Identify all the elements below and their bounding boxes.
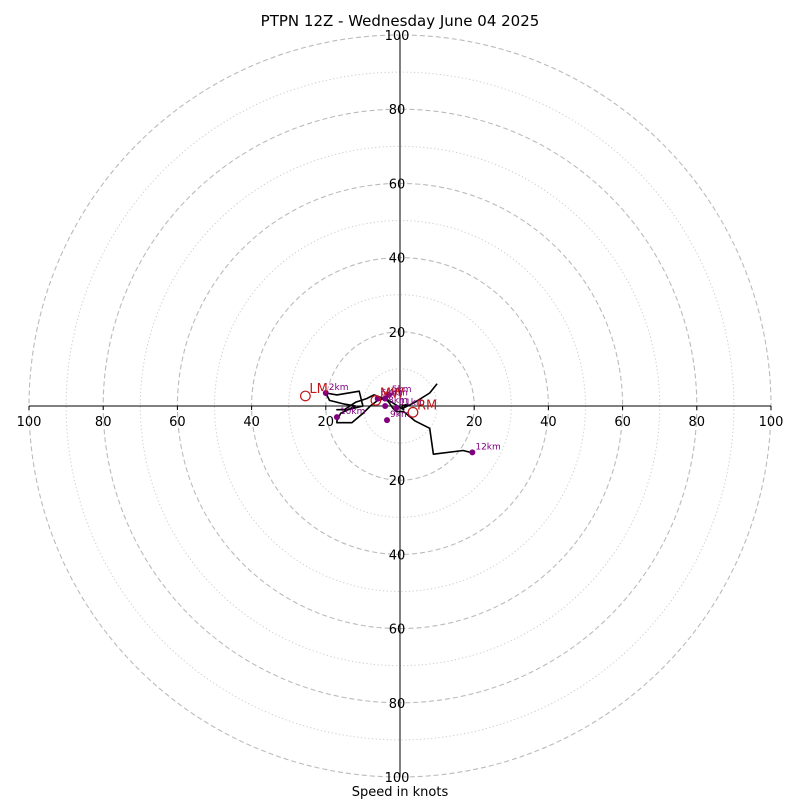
x-tick-label: 80 (689, 415, 706, 430)
y-tick-label: 40 (389, 252, 406, 267)
height-marker-12km (469, 449, 476, 456)
height-marker-11km (393, 404, 400, 411)
x-tick-label: 100 (17, 415, 42, 430)
height-marker-4km (382, 395, 389, 402)
height-label-9km: 9km (390, 410, 410, 420)
y-tick-label: 20 (389, 474, 406, 489)
y-tick-label: 40 (389, 548, 406, 563)
x-tick-label: 60 (614, 415, 631, 430)
y-tick-label: 80 (389, 697, 406, 712)
x-tick-label: 100 (759, 415, 784, 430)
x-tick-label: 20 (318, 415, 335, 430)
storm-motion-mw-marker (370, 395, 382, 406)
x-tick-label: 40 (540, 415, 557, 430)
storm-motion-rm-label: RM (417, 398, 437, 413)
axes (29, 35, 771, 777)
y-tick-label: 60 (389, 177, 406, 192)
height-marker-10km (333, 414, 340, 421)
storm-motion-lm-label: LM (309, 382, 327, 397)
x-tick-label: 60 (169, 415, 186, 430)
storm-motion-rm-marker (407, 406, 419, 418)
hodograph-trace (324, 383, 471, 456)
y-tick-label: 100 (385, 29, 410, 44)
height-label-10km: 10km (340, 407, 365, 417)
y-tick-label: 100 (385, 771, 410, 786)
height-label-11km: 11km (399, 398, 424, 408)
height-label-5km: 5km (392, 385, 412, 395)
storm-motion-lm-marker (299, 390, 311, 402)
y-tick-label: 20 (389, 326, 406, 341)
height-label-2km: 2km (329, 383, 349, 393)
height-marker-9km (384, 417, 391, 424)
tick-labels: 100 100 80 80 60 60 40 40 20 20 20 20 40 40 60 60 80 80 10… (17, 29, 784, 786)
x-tick-label: 80 (95, 415, 112, 430)
height-marker-5km (385, 391, 392, 398)
hodograph-line (324, 383, 471, 456)
y-tick-label: 60 (389, 623, 406, 638)
storm-motion-markers: LM RM MW (299, 382, 437, 418)
height-marker-8km (382, 403, 389, 409)
x-tick-label: 40 (243, 415, 260, 430)
height-label-8km: 8km (388, 396, 408, 406)
chart-title: PTPN 12Z - Wednesday June 04 2025 (260, 12, 540, 30)
storm-motion-mw-label: MW (380, 386, 404, 401)
height-label-12km: 12km (475, 442, 500, 452)
x-tick-label: 20 (466, 415, 483, 430)
height-label-6km: 6km (381, 389, 401, 399)
x-axis-label: Speed in knots (352, 785, 449, 800)
y-tick-label: 80 (389, 103, 406, 118)
height-marker-2km (322, 390, 329, 397)
height-label-4km: 4km (388, 389, 408, 399)
